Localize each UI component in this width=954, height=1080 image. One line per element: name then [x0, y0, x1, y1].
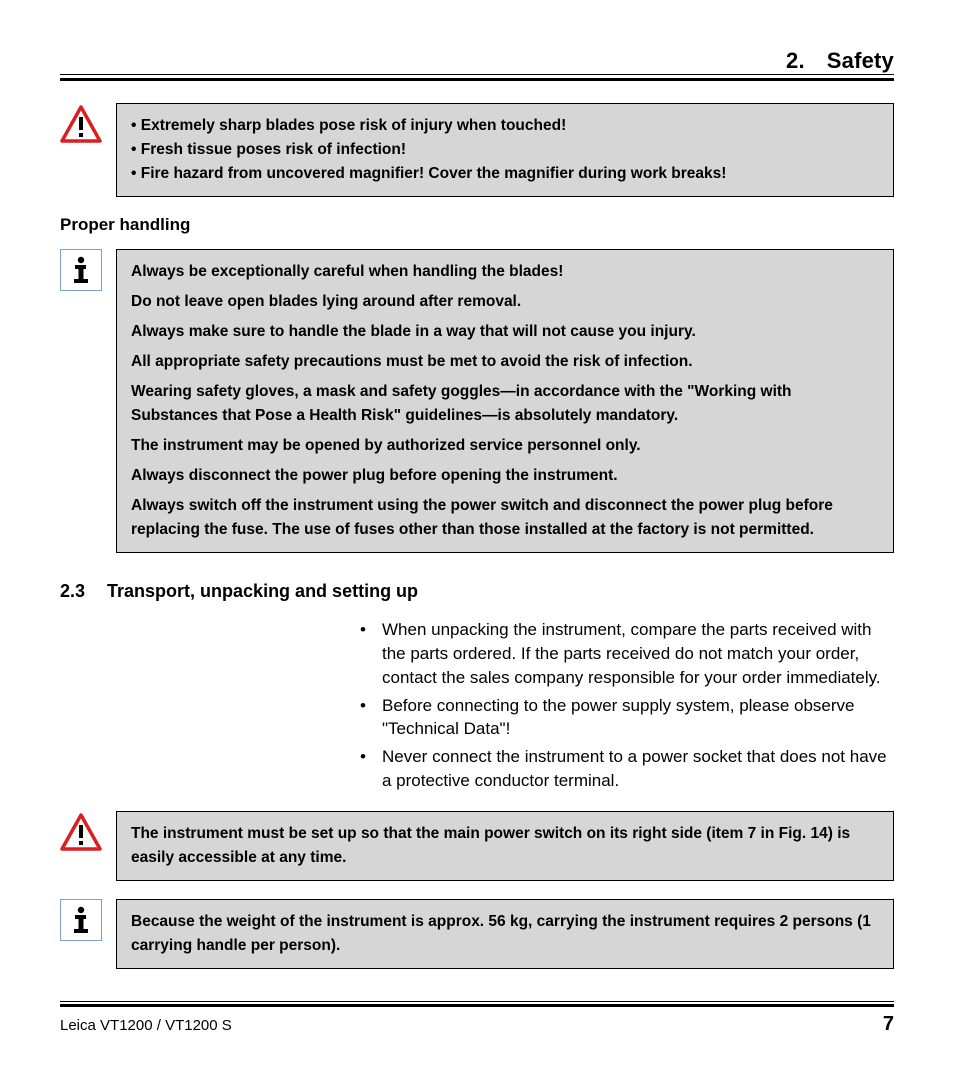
warning-icon — [60, 103, 102, 145]
section-2-3-list: When unpacking the instrument, compare t… — [360, 618, 894, 793]
warning-bullet: Fire hazard from uncovered magnifier! Co… — [131, 162, 879, 186]
info-line: Always disconnect the power plug before … — [131, 464, 879, 488]
warning-icon — [60, 811, 102, 853]
info-callout-2: Because the weight of the instrument is … — [60, 899, 894, 969]
info-line: Always switch off the instrument using t… — [131, 494, 879, 542]
info-callout-1: Always be exceptionally careful when han… — [60, 249, 894, 553]
subsection-title: Transport, unpacking and setting up — [107, 581, 418, 602]
warning-callout-2: The instrument must be set up so that th… — [60, 811, 894, 881]
info-line: The instrument may be opened by authoriz… — [131, 434, 879, 458]
footer-product: Leica VT1200 / VT1200 S — [60, 1017, 232, 1034]
warning-bullet: Fresh tissue poses risk of infection! — [131, 138, 879, 162]
info-body-2: Because the weight of the instrument is … — [116, 899, 894, 969]
proper-handling-heading: Proper handling — [60, 215, 894, 235]
info-line: Wearing safety gloves, a mask and safety… — [131, 380, 879, 428]
page-header: 2. Safety — [60, 48, 894, 74]
footer-page-number: 7 — [883, 1013, 894, 1036]
info-body-1: Always be exceptionally careful when han… — [116, 249, 894, 553]
section-number: 2. — [786, 48, 805, 73]
page-footer: Leica VT1200 / VT1200 S 7 — [60, 1001, 894, 1036]
info-line: Do not leave open blades lying around af… — [131, 290, 879, 314]
list-item: When unpacking the instrument, compare t… — [360, 618, 894, 689]
list-item: Before connecting to the power supply sy… — [360, 694, 894, 742]
warning-bullet: Extremely sharp blades pose risk of inju… — [131, 114, 879, 138]
warning-callout-1: Extremely sharp blades pose risk of inju… — [60, 103, 894, 197]
list-item: Never connect the instrument to a power … — [360, 745, 894, 793]
info-icon — [60, 899, 102, 941]
info-text: Because the weight of the instrument is … — [131, 910, 879, 958]
subsection-number: 2.3 — [60, 581, 85, 602]
header-rule — [60, 74, 894, 81]
info-icon — [60, 249, 102, 291]
section-title: Safety — [827, 48, 894, 73]
section-2-3-heading: 2.3 Transport, unpacking and setting up — [60, 581, 894, 602]
warning-body-1: Extremely sharp blades pose risk of inju… — [116, 103, 894, 197]
info-line: Always make sure to handle the blade in … — [131, 320, 879, 344]
info-line: All appropriate safety precautions must … — [131, 350, 879, 374]
warning-text: The instrument must be set up so that th… — [131, 822, 879, 870]
warning-body-2: The instrument must be set up so that th… — [116, 811, 894, 881]
info-line: Always be exceptionally careful when han… — [131, 260, 879, 284]
